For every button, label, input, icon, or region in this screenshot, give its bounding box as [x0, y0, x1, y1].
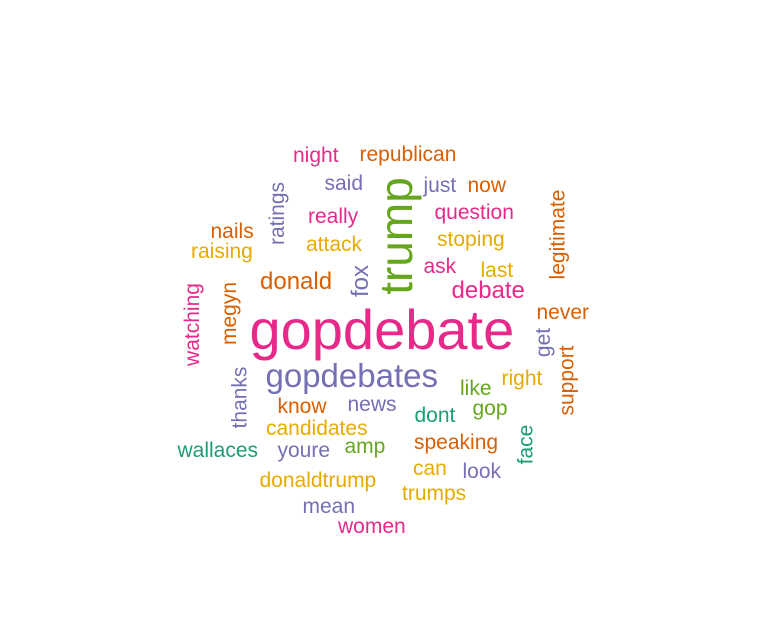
word-said: said [324, 171, 364, 195]
word-really: really [308, 204, 359, 228]
word-never: never [536, 300, 590, 324]
word-like: like [460, 376, 492, 400]
word-youre: youre [277, 438, 331, 462]
word-right: right [501, 366, 543, 390]
word-night: night [293, 143, 339, 167]
word-raising: raising [191, 239, 253, 263]
word-news: news [347, 392, 397, 416]
word-gopdebates: gopdebates [265, 356, 439, 394]
word-watching: watching [180, 282, 204, 366]
word-legitimate: legitimate [546, 189, 570, 279]
word-candidates: candidates [266, 416, 368, 440]
word-question: question [434, 200, 514, 224]
word-now: now [467, 173, 507, 197]
word-gopdebate: gopdebate [249, 298, 515, 361]
word-republican: republican [359, 142, 457, 166]
word-face: face [514, 424, 538, 464]
word-women: women [338, 514, 406, 538]
word-support: support [555, 344, 579, 416]
word-dont: dont [414, 403, 456, 427]
word-donald: donald [260, 268, 333, 295]
word-last: last [480, 258, 514, 282]
word-amp: amp [344, 434, 386, 458]
word-can: can [413, 456, 447, 480]
word-trumps: trumps [402, 481, 467, 505]
word-get: get [531, 327, 555, 357]
word-know: know [277, 394, 327, 418]
word-donaldtrump: donaldtrump [259, 468, 377, 492]
word-trump: trump [369, 177, 422, 295]
word-thanks: thanks [228, 366, 252, 428]
word-nails: nails [210, 219, 254, 243]
word-mean: mean [302, 494, 356, 518]
word-megyn: megyn [217, 281, 241, 345]
word-fox: fox [347, 264, 375, 298]
word-speaking: speaking [414, 430, 499, 454]
word-just: just [423, 173, 457, 197]
word-gop: gop [472, 396, 508, 420]
word-wallaces: wallaces [177, 438, 259, 462]
word-ratings: ratings [265, 181, 289, 245]
word-stoping: stoping [437, 227, 505, 251]
word-look: look [462, 459, 502, 483]
word-attack: attack [306, 232, 363, 256]
word-ask: ask [423, 254, 457, 278]
word-debate: debate [451, 277, 525, 304]
